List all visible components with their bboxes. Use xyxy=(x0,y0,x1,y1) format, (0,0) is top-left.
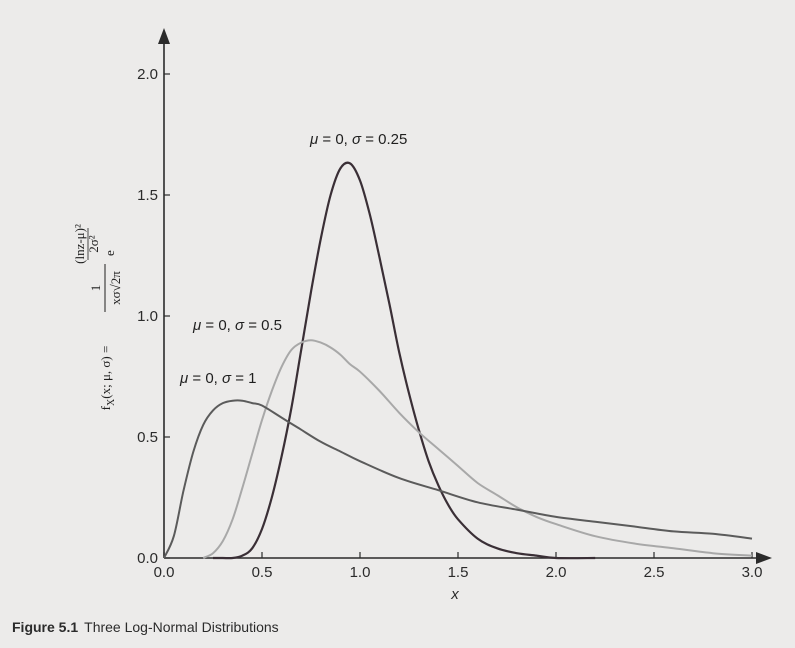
svg-text:fX(x; μ, σ) =: fX(x; μ, σ) = xyxy=(98,346,117,411)
y-tick-label: 2.0 xyxy=(137,66,158,83)
annotation-sigma-0-5: μ = 0, σ = 0.5 xyxy=(192,317,282,334)
figure-caption-text: Three Log-Normal Distributions xyxy=(84,619,279,635)
x-tick-label: 0.0 xyxy=(154,564,175,581)
ylabel-base: e xyxy=(102,250,117,256)
x-tick-label: 2.0 xyxy=(546,564,567,581)
axis-ticks: 0.0 0.5 1.0 1.5 2.0 2.5 3.0 0.0 0.5 1.0 1.5 2.0 xyxy=(137,66,762,581)
y-axis-arrow-icon xyxy=(158,28,170,44)
y-axis-label: fX(x; μ, σ) = 1 xσ√2π e (lnz-μ)² 2σ² xyxy=(72,224,123,410)
ylabel-numerator: 1 xyxy=(88,285,103,292)
x-tick-label: 3.0 xyxy=(742,564,763,581)
ylabel-lhs-sub: X xyxy=(106,398,117,406)
x-tick-label: 0.5 xyxy=(252,564,273,581)
ylabel-denominator: xσ√2π xyxy=(108,271,123,305)
ylabel-lhs-args: (x; μ, σ) = xyxy=(98,346,113,399)
ylabel-lhs: f xyxy=(98,405,113,410)
ylabel-exp-denominator: 2σ² xyxy=(86,235,101,253)
series-line-sigma-0-5 xyxy=(202,339,753,559)
x-tick-label: 1.5 xyxy=(448,564,469,581)
ylabel-exp-numerator: (lnz-μ)² xyxy=(72,224,87,264)
x-axis-arrow-icon xyxy=(756,552,772,564)
x-tick-label: 1.0 xyxy=(350,564,371,581)
y-tick-label: 0.5 xyxy=(137,429,158,446)
annotation-layer: μ = 0, σ = 0.25 μ = 0, σ = 0.5 μ = 0, σ = … xyxy=(179,131,407,387)
x-tick-label: 2.5 xyxy=(644,564,665,581)
annotation-sigma-1: μ = 0, σ = 1 xyxy=(179,370,256,387)
figure-caption: Figure 5.1 Three Log-Normal Distributions xyxy=(12,619,279,635)
annotation-sigma-0-25: μ = 0, σ = 0.25 xyxy=(309,131,407,148)
x-axis-label: x xyxy=(450,586,459,603)
series-line-sigma-1 xyxy=(163,399,753,559)
series-line-sigma-0-25 xyxy=(213,161,596,560)
series-layer xyxy=(163,161,753,560)
y-tick-label: 0.0 xyxy=(137,550,158,567)
y-tick-label: 1.5 xyxy=(137,187,158,204)
figure-number: Figure 5.1 xyxy=(12,619,79,635)
y-tick-label: 1.0 xyxy=(137,308,158,325)
